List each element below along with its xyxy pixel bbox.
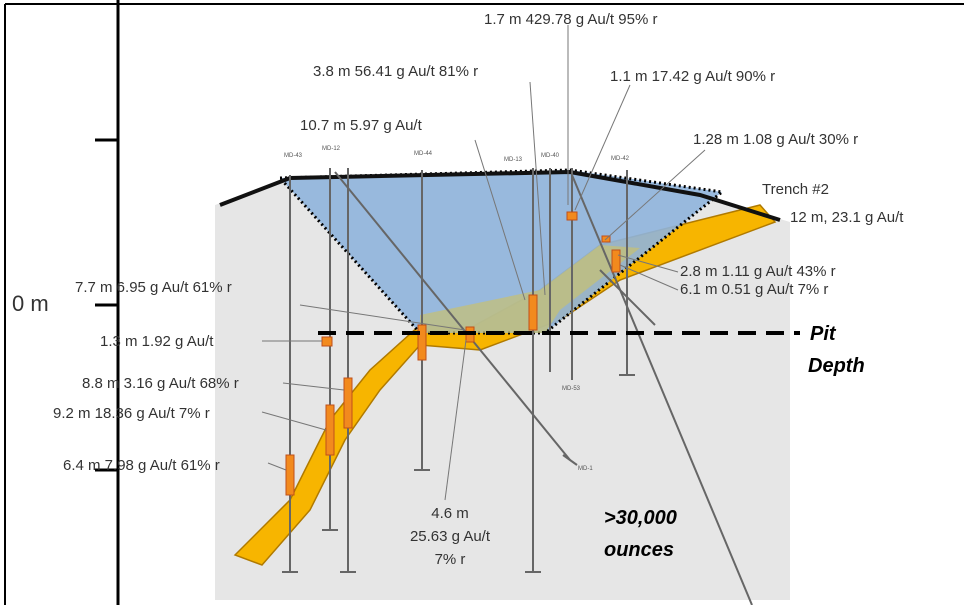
annotation: 9.2 m 18.36 g Au/t 7% r <box>53 405 210 422</box>
pit-label: Depth <box>808 355 865 377</box>
drill-hole-labels: MD-43 MD-12 MD-44 MD-13 MD-40 MD-42 MD-5… <box>284 146 630 472</box>
pit-label: Pit <box>810 323 837 345</box>
pit-ore <box>420 245 640 333</box>
annotation: 1.28 m 1.08 g Au/t 30% r <box>693 131 858 148</box>
hole-label: MD-42 <box>611 156 630 162</box>
leader-lines <box>261 25 706 501</box>
drill-holes <box>282 168 753 605</box>
intercept-label: 25.63 g Au/t <box>410 528 491 545</box>
annotation: 6.1 m 0.51 g Au/t 7% r <box>680 281 828 298</box>
annotation: 3.8 m 56.41 g Au/t 81% r <box>313 63 478 80</box>
trench-result: 12 m, 23.1 g Au/t <box>790 209 904 226</box>
hole-label: MD-12 <box>322 146 341 152</box>
intercept-label: 4.6 m <box>431 505 469 522</box>
hole-label: MD-44 <box>414 151 433 157</box>
resource-label: ounces <box>604 539 674 561</box>
scale-label: 0 m <box>12 291 49 316</box>
trench-name: Trench #2 <box>762 181 829 198</box>
annotation: 10.7 m 5.97 g Au/t <box>300 117 423 134</box>
annotation: 7.7 m 6.95 g Au/t 61% r <box>75 279 232 296</box>
hole-label: MD-43 <box>284 153 303 159</box>
resource-label: >30,000 <box>604 507 677 529</box>
ground-surface <box>219 169 781 222</box>
hole-label: MD-40 <box>541 153 560 159</box>
annotation: 1.7 m 429.78 g Au/t 95% r <box>484 11 657 28</box>
annotation: 8.8 m 3.16 g Au/t 68% r <box>82 375 239 392</box>
annotation: 2.8 m 1.11 g Au/t 43% r <box>680 263 836 280</box>
hole-label: MD-13 <box>504 157 523 163</box>
annotation: 6.4 m 7.98 g Au/t 61% r <box>63 457 220 474</box>
scale-bar <box>95 0 120 605</box>
intercept-label: 7% r <box>435 551 466 568</box>
annotation: 1.1 m 17.42 g Au/t 90% r <box>610 68 775 85</box>
hole-label: MD-1 <box>578 466 593 472</box>
hole-label: MD-53 <box>562 386 581 392</box>
section-background <box>215 172 790 600</box>
annotation: 1.3 m 1.92 g Au/t <box>100 333 214 350</box>
